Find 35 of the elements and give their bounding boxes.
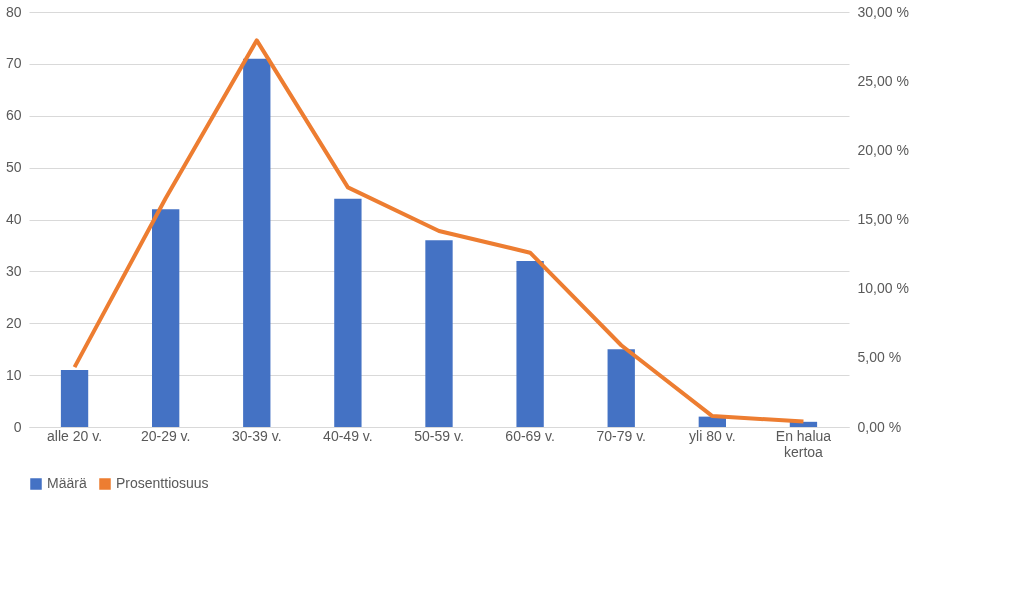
y-tick-label: 10 xyxy=(5,366,22,383)
legend-label: Prosenttiosuus xyxy=(116,475,209,491)
bar xyxy=(425,240,453,427)
bar xyxy=(607,349,635,427)
y2-tick-label: 20,00 % xyxy=(857,141,909,158)
y2-tick-label: 10,00 % xyxy=(857,280,909,297)
bar xyxy=(152,209,180,427)
x-tick-label: alle 20 v. xyxy=(47,427,103,444)
legend-label: Määrä xyxy=(47,475,87,491)
y2-tick-label: 5,00 % xyxy=(857,349,902,366)
y-tick-label: 80 xyxy=(5,3,22,20)
y-tick-label: 60 xyxy=(5,107,22,124)
y2-tick-label: 15,00 % xyxy=(857,211,909,227)
y2-tick-label: 0,00 % xyxy=(857,418,902,435)
y-tick-label: 50 xyxy=(5,159,22,176)
y-tick-label: 30 xyxy=(5,262,22,279)
x-tick-label: 50-59 v. xyxy=(414,427,464,444)
x-tick-label: 30-39 v. xyxy=(232,427,282,444)
bar xyxy=(243,58,271,427)
y-tick-label: 20 xyxy=(5,314,22,331)
x-tick-label: 20-29 v. xyxy=(140,427,191,444)
x-tick-label: 60-69 v. xyxy=(505,427,555,444)
line-series xyxy=(72,38,806,424)
y-tick-label: 70 xyxy=(5,55,22,72)
x-tick-label: yli 80 v. xyxy=(689,427,736,444)
bar xyxy=(334,198,362,427)
bar xyxy=(516,261,544,427)
y-tick-label: 40 xyxy=(5,211,22,227)
y2-tick-label: 25,00 % xyxy=(857,72,909,89)
x-tick-label: 40-49 v. xyxy=(323,427,373,444)
y-tick-label: 0 xyxy=(13,418,22,435)
x-tick-label: 70-79 v. xyxy=(596,427,646,444)
bar xyxy=(60,369,89,427)
y2-tick-label: 30,00 % xyxy=(857,3,909,20)
x-tick-label: En halua kertoa xyxy=(775,427,832,460)
